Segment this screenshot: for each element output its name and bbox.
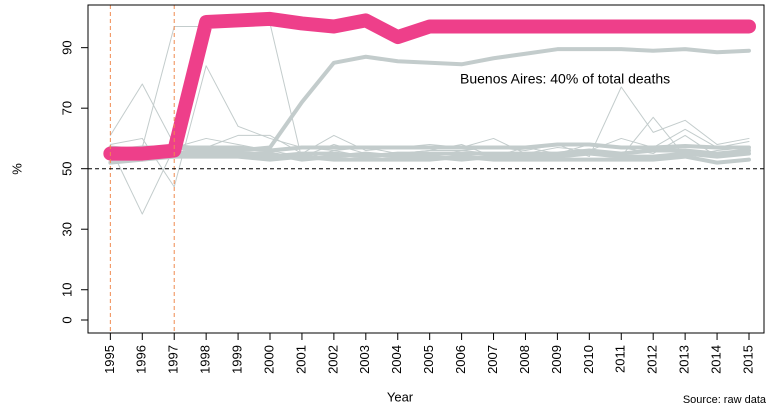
x-axis-label: Year — [387, 389, 414, 404]
y-tick-label: 90 — [59, 40, 74, 54]
x-tick-label: 2014 — [708, 345, 723, 374]
series-line — [109, 83, 750, 155]
x-tick-label: 2009 — [549, 345, 564, 374]
x-tick-label: 2008 — [517, 345, 532, 374]
x-tick-label: 1997 — [166, 345, 181, 374]
source-note: Source: raw data — [683, 394, 767, 406]
x-tick-label: 1995 — [102, 345, 117, 374]
series-line — [108, 148, 751, 159]
x-tick-label: 1999 — [230, 345, 245, 374]
x-tick-label: 2005 — [421, 345, 436, 374]
x-tick-label: 1996 — [134, 345, 149, 374]
x-tick-label: 2015 — [740, 345, 755, 374]
x-tick-label: 2001 — [293, 345, 308, 374]
x-tick-label: 2003 — [357, 345, 372, 374]
annotation: Buenos Aires: 40% of total deaths — [460, 71, 670, 87]
x-tick-label: 2004 — [389, 345, 404, 374]
x-tick-label: 2013 — [677, 345, 692, 374]
x-tick-label: 2011 — [613, 345, 628, 373]
x-tick-label: 2006 — [453, 345, 468, 374]
series-line — [108, 47, 751, 162]
x-tick-label: 2002 — [325, 345, 340, 374]
x-tick-label: 2010 — [581, 345, 596, 374]
x-tick-label: 1998 — [198, 345, 213, 374]
plot-frame — [87, 4, 765, 334]
y-tick-label: 10 — [59, 282, 74, 296]
series-line — [103, 11, 756, 161]
x-tick-label: 2012 — [645, 345, 660, 374]
x-tick-label: 2007 — [485, 345, 500, 374]
series-line — [108, 142, 751, 153]
y-tick-label: 50 — [59, 161, 74, 175]
y-tick-label: 30 — [59, 222, 74, 236]
y-tick-label: 70 — [59, 101, 74, 115]
x-tick-label: 2000 — [261, 345, 276, 374]
y-axis-label: % — [9, 163, 24, 175]
y-tick-label: 0 — [59, 316, 74, 323]
series-line — [108, 154, 751, 165]
